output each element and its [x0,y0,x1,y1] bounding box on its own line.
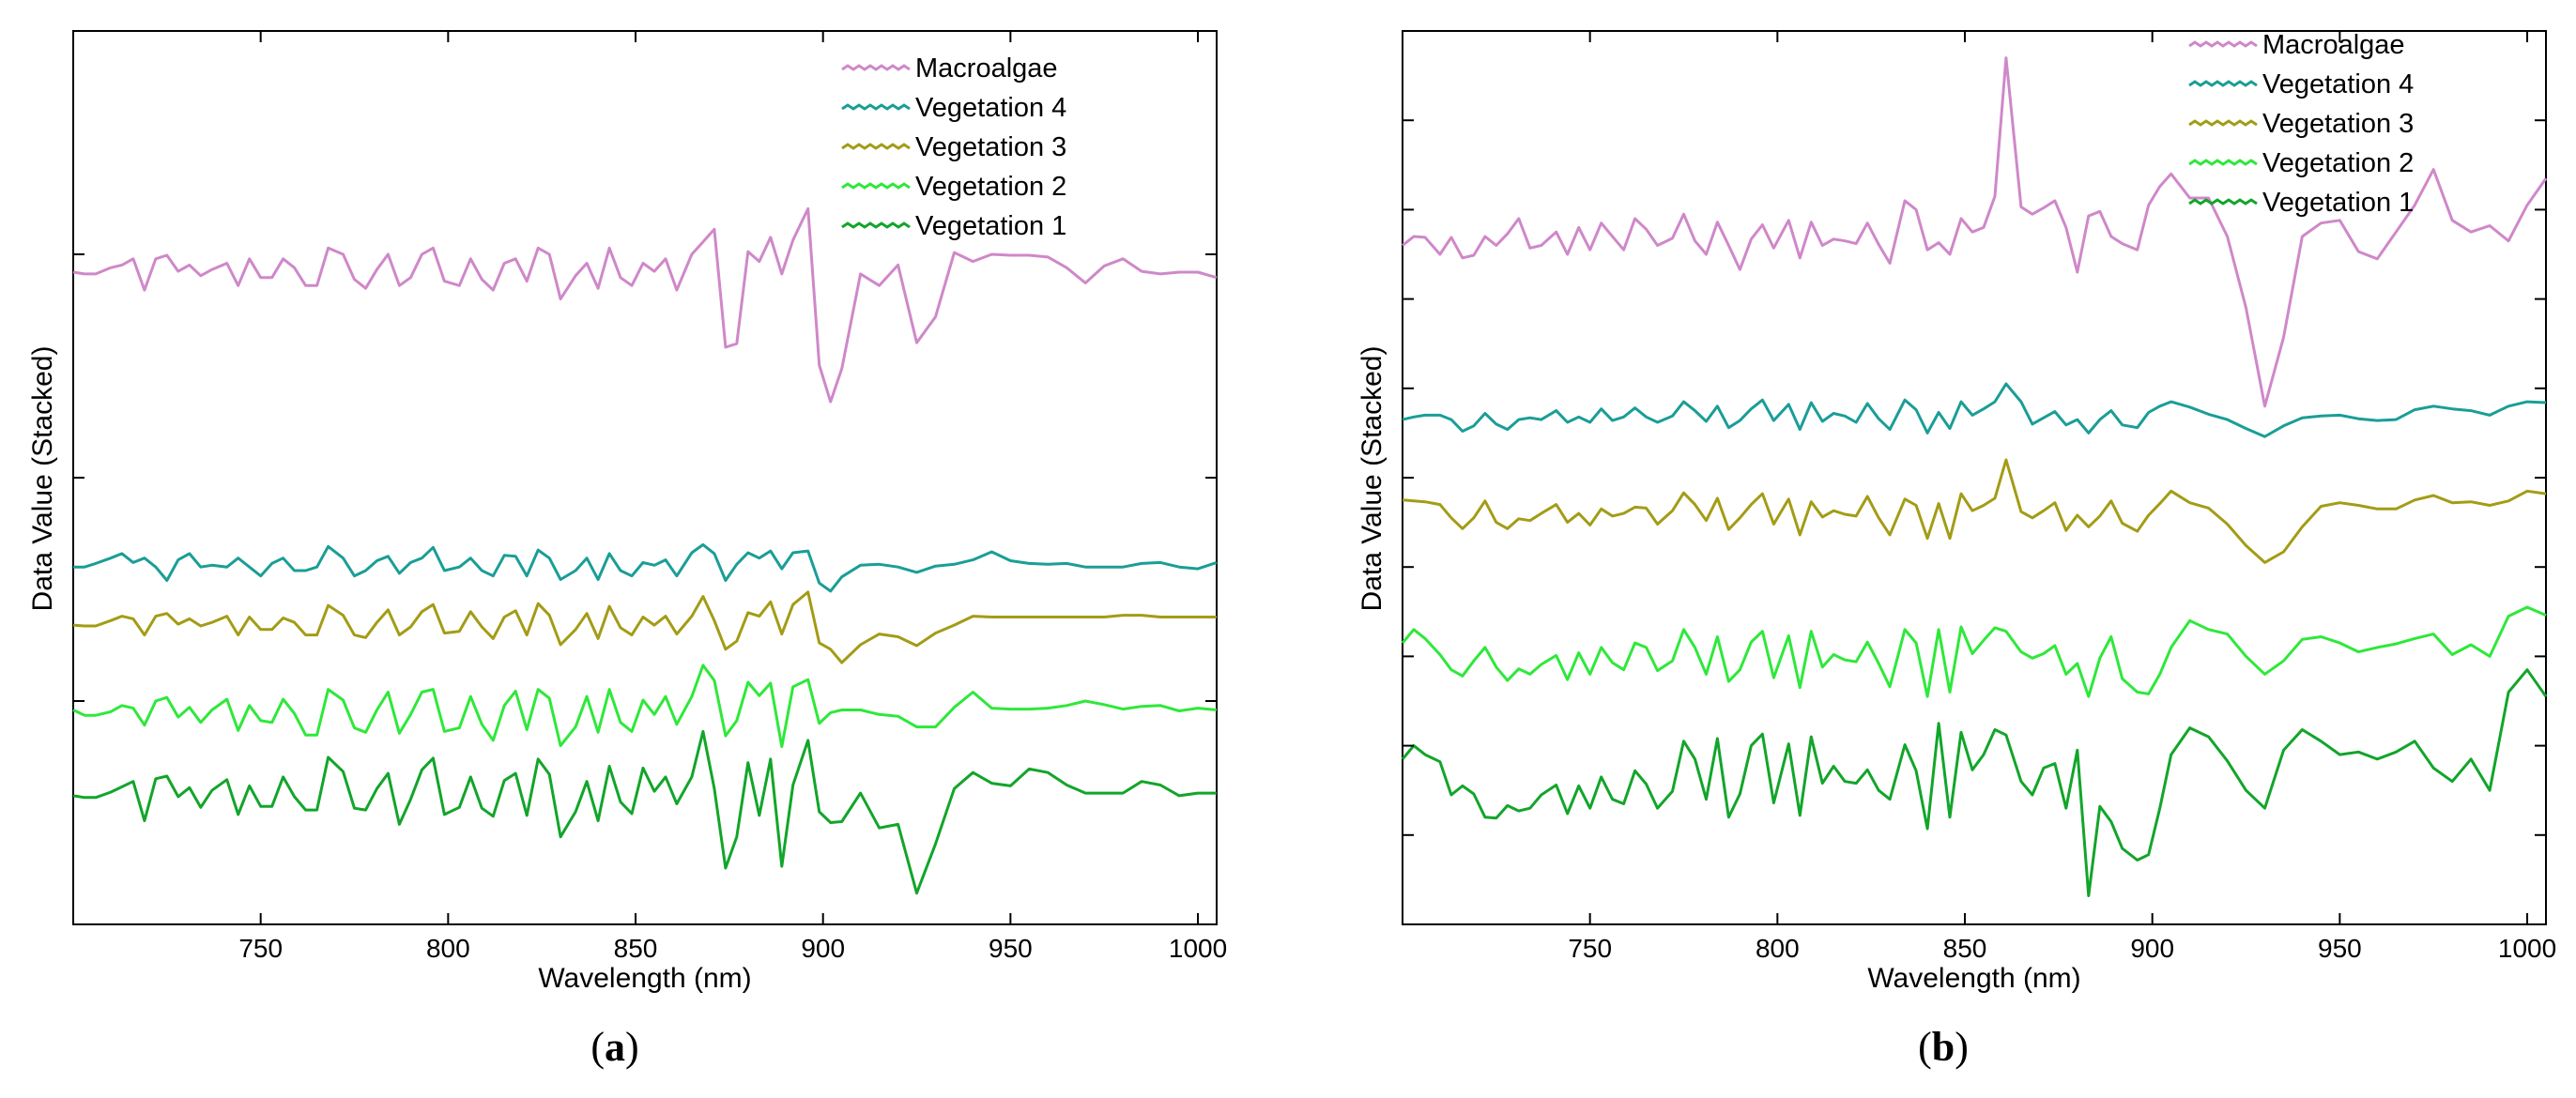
panel-label-a: (a) [590,1024,638,1070]
legend-swatch [841,64,911,71]
legend-label: Macroalgae [2262,30,2405,60]
x-tick-label: 1000 [2498,934,2556,963]
plot-area-a [72,30,1218,925]
x-tick-label: 800 [426,934,470,963]
x-ticks-b: 750 800 850 900 950 1000 [1568,31,2556,963]
x-tick-label: 900 [801,934,845,963]
legend-swatch [841,221,911,229]
series-line-vegetation-2 [1401,605,2547,698]
panel-label-b-close: ) [1955,1024,1969,1070]
legend-label: Vegetation 4 [915,93,1066,123]
legend-label: Vegetation 4 [2262,69,2414,99]
y-ticks-a [73,253,1217,702]
legend-swatch [841,182,911,190]
series-line-vegetation-3 [72,590,1217,664]
x-tick-label: 1000 [1169,934,1227,963]
x-tick-label: 900 [2130,934,2174,963]
x-ticks-a: 750 800 850 900 950 1000 [238,31,1227,963]
panel-a: 750 800 850 900 950 1000 Wavelength (nm) Data… [27,30,1227,1070]
series-line-vegetation-1 [72,729,1217,895]
panel-label-a-letter: a [605,1024,625,1070]
x-tick-label: 850 [614,934,658,963]
legend-label: Vegetation 2 [2262,148,2414,178]
series-line-macroalgae [1402,56,2548,408]
x-tick-label: 950 [2318,934,2362,963]
legend-swatch [2188,40,2258,48]
y-axis-label-a: Data Value (Stacked) [27,346,58,612]
series-line-vegetation-3 [1402,458,2547,564]
legend-swatch [841,143,911,150]
x-axis-label-a: Wavelength (nm) [538,963,751,994]
panel-label-a-open: ( [590,1024,605,1070]
series-line-vegetation-2 [72,663,1218,749]
legend-label: Vegetation 1 [915,211,1066,241]
series-line-vegetation-4 [1402,382,2547,438]
legend-label: Macroalgae [915,53,1058,84]
legend-swatch [841,103,911,111]
x-tick-label: 850 [1943,934,1987,963]
legend-swatch [2188,198,2258,206]
series-line-vegetation-4 [73,542,1218,593]
panel-label-b-open: ( [1918,1024,1932,1070]
y-axis-label-b: Data Value (Stacked) [1357,346,1388,612]
panel-b: 750 800 850 900 950 1000 Wavelength (nm) Data… [1357,30,2556,1070]
legend-swatch [2188,159,2258,166]
y-ticks-b [1403,119,2546,836]
series-group-a [72,206,1218,895]
legend-a: Macroalgae Vegetation 4 Vegetation 3 Vegeta… [841,53,1066,241]
x-axis-label-b: Wavelength (nm) [1867,963,2080,994]
series-line-vegetation-1 [1401,668,2548,897]
x-tick-label: 950 [989,934,1033,963]
panel-label-b-letter: b [1932,1024,1955,1070]
x-tick-label: 800 [1756,934,1800,963]
series-group-b [1401,56,2548,897]
legend-label: Vegetation 2 [915,172,1066,202]
legend-label: Vegetation 3 [2262,109,2414,139]
legend-label: Vegetation 3 [915,132,1066,162]
plot-area-b [1402,30,2547,925]
legend-b: Macroalgae Vegetation 4 Vegetation 3 Vegeta… [2188,30,2414,218]
legend-swatch [2188,119,2258,127]
x-tick-label: 750 [1568,934,1612,963]
panel-label-b: (b) [1918,1024,1969,1070]
x-tick-label: 750 [238,934,283,963]
panel-label-a-close: ) [625,1024,639,1070]
legend-swatch [2188,80,2258,87]
legend-label: Vegetation 1 [2262,188,2414,218]
series-line-macroalgae [72,206,1218,404]
